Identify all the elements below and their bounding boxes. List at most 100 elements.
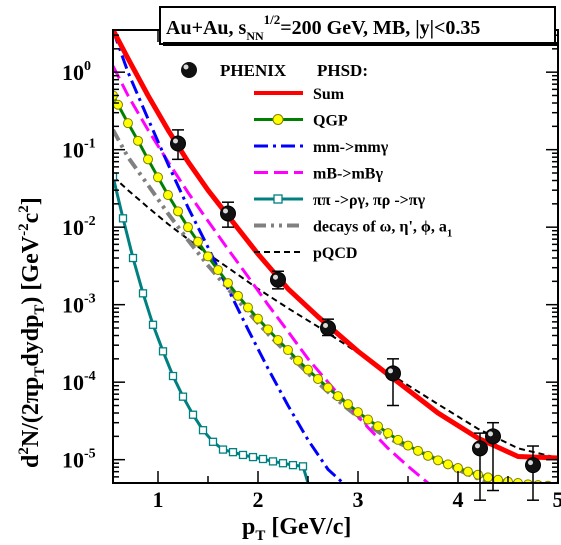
qgp-marker — [213, 265, 223, 276]
qgp-marker — [133, 135, 143, 146]
phenix-point-highlight — [388, 368, 393, 374]
qgp-marker — [483, 472, 493, 483]
qgp-marker — [343, 399, 353, 410]
phenix-point-highlight — [223, 208, 228, 214]
qgp-marker — [323, 382, 333, 393]
qgp-marker — [383, 428, 393, 439]
series-line-pqcd — [113, 175, 558, 459]
x-tick-label: 3 — [353, 487, 364, 512]
qgp-marker — [243, 302, 253, 313]
y-tick-label: 10-4 — [62, 369, 96, 395]
legend: PHENIX PHSD: Sum QGP mm->mmγ mB->mBγ ππ ->ργ… — [181, 61, 452, 262]
pipi-marker — [148, 320, 158, 329]
phenix-point-highlight — [323, 322, 328, 328]
legend-label: pQCD — [313, 245, 357, 262]
qgp-marker — [283, 345, 293, 356]
qgp-marker — [293, 355, 303, 366]
x-tick-label: 4 — [453, 487, 464, 512]
qgp-marker — [363, 414, 373, 425]
pipi-marker — [288, 460, 298, 470]
pipi-marker — [218, 445, 228, 454]
phenix-point — [472, 440, 488, 457]
qgp-marker — [233, 290, 243, 301]
qgp-marker — [273, 335, 283, 346]
phenix-point — [270, 271, 286, 288]
qgp-marker — [413, 445, 423, 456]
qgp-marker — [433, 455, 443, 466]
legend-label: mB->mBγ — [313, 166, 383, 183]
pipi-marker — [198, 426, 208, 435]
qgp-marker — [373, 421, 383, 432]
qgp-marker — [513, 478, 523, 483]
title-box — [159, 6, 556, 45]
pipi-marker — [278, 459, 288, 468]
legend-items: Sum QGP mm->mmγ mB->mBγ ππ ->ργ, πρ ->πγ deca… — [254, 86, 452, 262]
chart-title: Au+Au, sNN1/2=200 GeV, MB, |y|<0.35 — [166, 12, 480, 43]
data-points-layer — [170, 129, 541, 501]
qgp-marker — [223, 278, 233, 289]
legend-label: decays of ω, η', ϕ, a1 — [313, 219, 452, 240]
marker-layer — [113, 90, 558, 483]
legend-phenix-label: PHENIX — [220, 61, 287, 80]
phenix-point-highlight — [488, 431, 493, 437]
x-axis-label: pT [GeV/c] — [242, 514, 351, 544]
phenix-point — [385, 365, 401, 382]
phenix-point — [320, 319, 336, 336]
qgp-marker — [353, 407, 363, 418]
pipi-marker — [208, 437, 218, 446]
pipi-marker — [298, 462, 308, 471]
series-line-qgp — [113, 94, 530, 483]
qgp-marker — [173, 206, 183, 217]
pipi-marker — [118, 214, 128, 223]
pipi-marker — [138, 289, 148, 298]
pipi-marker — [113, 172, 118, 181]
qgp-marker — [473, 469, 483, 480]
legend-marker — [273, 194, 283, 204]
legend-header: PHSD: — [317, 61, 368, 80]
qgp-marker — [113, 99, 123, 110]
pipi-marker — [188, 410, 198, 419]
qgp-marker — [333, 391, 343, 402]
phenix-point — [525, 457, 541, 474]
phenix-point — [170, 135, 186, 152]
x-tick-label: 5 — [553, 487, 561, 512]
phenix-point-highlight — [173, 138, 178, 144]
qgp-marker — [123, 118, 133, 129]
pipi-marker — [168, 371, 178, 381]
phenix-point-highlight — [528, 460, 533, 466]
phenix-point — [220, 205, 236, 222]
y-tick-label: 10-3 — [62, 292, 96, 318]
y-tick-label: 10-1 — [62, 137, 96, 163]
y-axis-label: d2N/(2πpTdydpT) [GeV-2c2] — [16, 197, 48, 468]
qgp-marker — [423, 450, 433, 461]
pipi-marker — [258, 454, 268, 464]
title-box-shadow — [163, 42, 557, 46]
pipi-marker — [248, 452, 258, 462]
pipi-marker — [268, 457, 278, 466]
phenix-point-highlight — [475, 443, 480, 449]
series-line-mm-mm — [113, 30, 345, 483]
pipi-marker — [128, 253, 138, 263]
legend-phenix-dot — [181, 62, 197, 78]
y-tick-label: 10-5 — [62, 447, 96, 473]
legend-label: mm->mmγ — [313, 139, 389, 156]
qgp-marker — [463, 466, 473, 477]
legend-label: Sum — [313, 86, 345, 103]
phenix-point — [485, 428, 501, 445]
legend-phenix-dot-highlight — [183, 64, 189, 70]
qgp-marker — [183, 222, 193, 233]
x-tick-label: 2 — [253, 487, 264, 512]
pipi-marker — [228, 448, 238, 457]
phenix-point-highlight — [273, 274, 278, 280]
qgp-marker — [263, 324, 273, 335]
pipi-marker — [178, 392, 188, 401]
qgp-marker — [393, 434, 403, 445]
legend-marker — [272, 114, 284, 125]
qgp-marker — [163, 190, 173, 201]
x-tick-label: 1 — [153, 487, 164, 512]
legend-phenix-marker — [181, 62, 197, 78]
y-tick-label: 10-2 — [62, 214, 96, 240]
legend-label: QGP — [313, 113, 348, 130]
qgp-marker — [143, 154, 153, 165]
